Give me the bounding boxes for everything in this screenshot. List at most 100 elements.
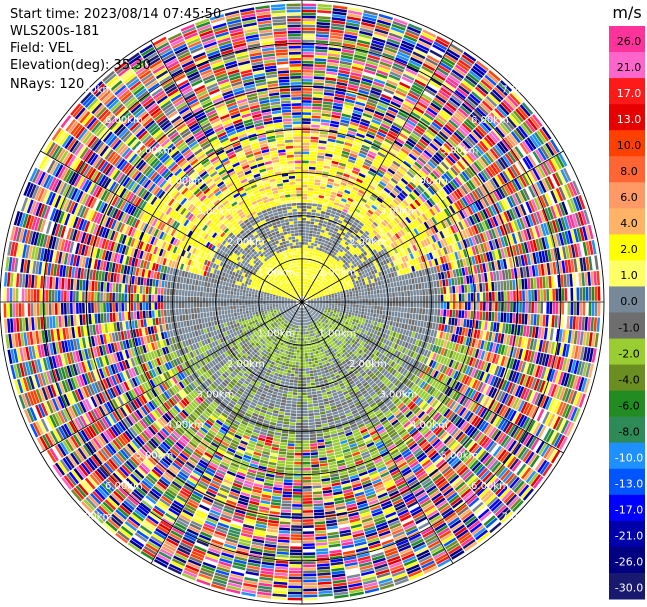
radar-gate bbox=[350, 317, 354, 322]
radar-gate bbox=[383, 187, 391, 194]
radar-gate bbox=[313, 274, 316, 278]
radar-gate bbox=[465, 152, 475, 163]
radar-gate bbox=[417, 249, 423, 257]
radar-gate bbox=[308, 184, 314, 188]
radar-gate bbox=[397, 135, 407, 142]
radar-gate bbox=[448, 46, 462, 56]
radar-gate bbox=[434, 294, 438, 302]
radar-gate bbox=[552, 261, 557, 275]
radar-gate bbox=[377, 297, 381, 302]
radar-gate bbox=[388, 250, 393, 257]
radar-gate bbox=[321, 269, 325, 273]
radar-gate bbox=[436, 232, 442, 240]
radar-gate bbox=[501, 199, 509, 211]
radar-gate bbox=[369, 266, 374, 271]
radar-gate bbox=[445, 79, 457, 89]
radar-gate bbox=[482, 282, 486, 292]
radar-gate bbox=[310, 242, 315, 246]
radar-gate bbox=[329, 282, 333, 286]
radar-gate bbox=[387, 106, 399, 114]
radar-gate bbox=[472, 202, 479, 213]
radar-gate bbox=[404, 97, 416, 106]
radar-gate bbox=[535, 149, 545, 163]
radar-gate bbox=[486, 134, 496, 146]
radar-gate bbox=[358, 254, 363, 260]
radar-gate bbox=[511, 207, 519, 219]
radar-gate bbox=[405, 267, 410, 274]
radar-gate bbox=[401, 190, 408, 197]
radar-gate bbox=[421, 314, 425, 321]
radar-gate bbox=[344, 216, 350, 221]
radar-gate bbox=[310, 280, 313, 284]
radar-gate bbox=[337, 285, 341, 288]
radar-gate bbox=[309, 270, 312, 274]
radar-gate bbox=[355, 226, 361, 232]
radar-gate bbox=[315, 46, 328, 50]
radar-gate bbox=[535, 238, 541, 251]
radar-gate bbox=[307, 298, 311, 301]
radar-gate bbox=[515, 108, 527, 121]
radar-gate bbox=[460, 276, 464, 285]
radar-gate bbox=[443, 286, 447, 294]
radar-gate bbox=[457, 127, 468, 137]
radar-gate bbox=[594, 286, 598, 301]
radar-gate bbox=[318, 140, 327, 144]
radar-gate bbox=[423, 149, 433, 158]
radar-gate bbox=[431, 121, 442, 131]
radar-gate bbox=[333, 255, 338, 260]
radar-gate bbox=[306, 260, 309, 264]
radar-gate bbox=[304, 272, 307, 276]
radar-gate bbox=[529, 169, 538, 182]
radar-gate bbox=[531, 133, 542, 147]
radar-gate bbox=[312, 97, 323, 101]
radar-gate bbox=[310, 297, 313, 299]
radar-gate bbox=[512, 110, 524, 123]
radar-gate bbox=[477, 104, 489, 116]
radar-gate bbox=[362, 112, 373, 119]
radar-gate bbox=[464, 195, 472, 205]
radar-gate bbox=[434, 242, 440, 250]
radar-gate bbox=[336, 193, 343, 198]
radar-gate bbox=[479, 210, 487, 221]
radar-gate bbox=[356, 299, 359, 302]
radar-gate bbox=[330, 277, 334, 281]
radar-gate bbox=[426, 253, 431, 261]
radar-gate bbox=[524, 119, 536, 133]
radar-gate bbox=[323, 289, 327, 293]
radar-gate bbox=[324, 293, 328, 296]
radar-gate bbox=[348, 280, 353, 284]
radar-gate bbox=[475, 274, 479, 283]
radar-gate bbox=[422, 302, 426, 308]
radar-gate bbox=[333, 251, 337, 256]
radar-gate bbox=[306, 296, 309, 299]
radar-gate bbox=[360, 184, 368, 190]
radar-gate bbox=[521, 140, 532, 153]
radar-gate bbox=[499, 322, 503, 333]
radar-gate bbox=[316, 266, 320, 270]
radar-gate bbox=[349, 121, 359, 127]
radar-gate bbox=[384, 114, 395, 122]
radar-gate bbox=[436, 213, 443, 222]
radar-gate bbox=[419, 182, 427, 191]
radar-gate bbox=[326, 244, 331, 249]
radar-gate bbox=[305, 287, 307, 291]
radar-gate bbox=[344, 142, 353, 147]
radar-gate bbox=[427, 174, 436, 183]
radar-gate bbox=[344, 28, 359, 33]
radar-gate bbox=[407, 302, 411, 308]
radar-gate bbox=[362, 281, 366, 286]
radar-gate bbox=[431, 140, 441, 149]
radar-gate bbox=[362, 261, 367, 266]
radar-gate bbox=[552, 234, 559, 247]
radar-gate bbox=[350, 296, 353, 300]
radar-gate bbox=[387, 76, 400, 84]
radar-gate bbox=[438, 190, 446, 199]
radar-gate bbox=[387, 132, 397, 140]
radar-gate bbox=[374, 227, 380, 233]
radar-gate bbox=[333, 290, 337, 294]
radar-gate bbox=[451, 214, 458, 224]
radar-gate bbox=[467, 116, 479, 127]
radar-gate bbox=[412, 163, 421, 172]
radar-gate bbox=[312, 281, 315, 285]
radar-gate bbox=[391, 311, 395, 317]
